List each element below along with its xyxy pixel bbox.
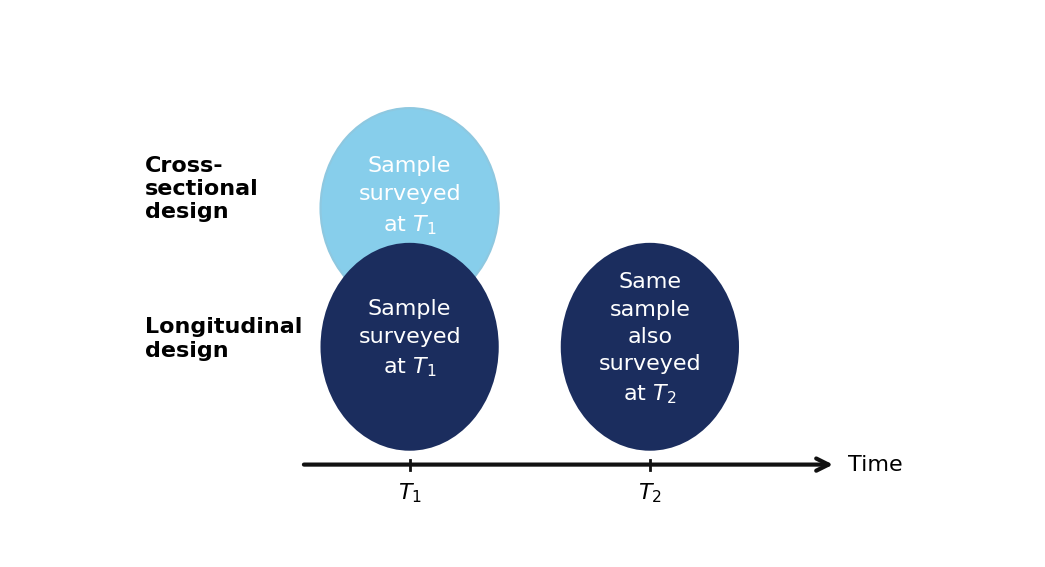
Text: Time: Time	[847, 455, 902, 475]
Text: Same
sample
also
surveyed
at $T_2$: Same sample also surveyed at $T_2$	[599, 272, 701, 406]
Text: $T_1$: $T_1$	[398, 481, 421, 505]
Text: Sample
surveyed
at $T_1$: Sample surveyed at $T_1$	[358, 156, 461, 237]
Ellipse shape	[321, 108, 498, 308]
Text: $T_2$: $T_2$	[637, 481, 661, 505]
Text: Cross-
sectional
design: Cross- sectional design	[144, 156, 258, 222]
Text: Longitudinal
design: Longitudinal design	[144, 318, 302, 361]
Text: Sample
surveyed
at $T_1$: Sample surveyed at $T_1$	[358, 299, 461, 379]
Ellipse shape	[561, 243, 739, 451]
Ellipse shape	[321, 243, 498, 451]
